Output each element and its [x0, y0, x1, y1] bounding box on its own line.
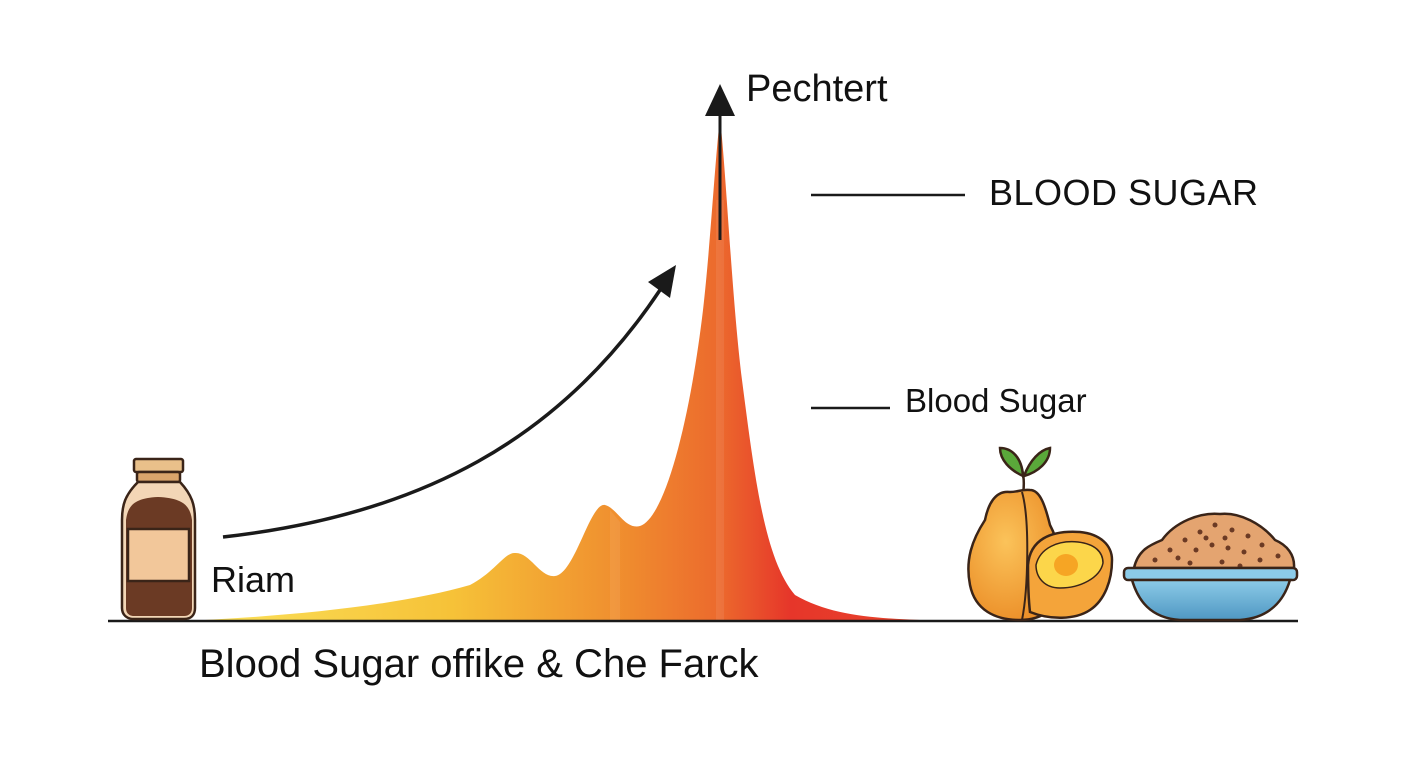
blood-sugar-area: [205, 118, 920, 620]
start-label: Riam: [211, 559, 296, 600]
blood-sugar-upper-label: BLOOD SUGAR: [989, 172, 1259, 213]
spice-jar-icon: [120, 457, 197, 621]
pear-fruit-icon: [967, 446, 1114, 622]
rise-arrow: [222, 289, 662, 539]
grain-bowl-icon: [1122, 512, 1299, 622]
peak-label: Pechtert: [746, 68, 888, 110]
peak-arrow-head: [705, 84, 735, 116]
rise-arrow-head: [648, 265, 676, 298]
diagram-caption: Blood Sugar offike & Che Farck: [199, 642, 759, 686]
blood-sugar-lower-label: Blood Sugar: [905, 382, 1087, 419]
area-highlight: [610, 510, 620, 620]
area-highlight-2: [716, 200, 724, 620]
